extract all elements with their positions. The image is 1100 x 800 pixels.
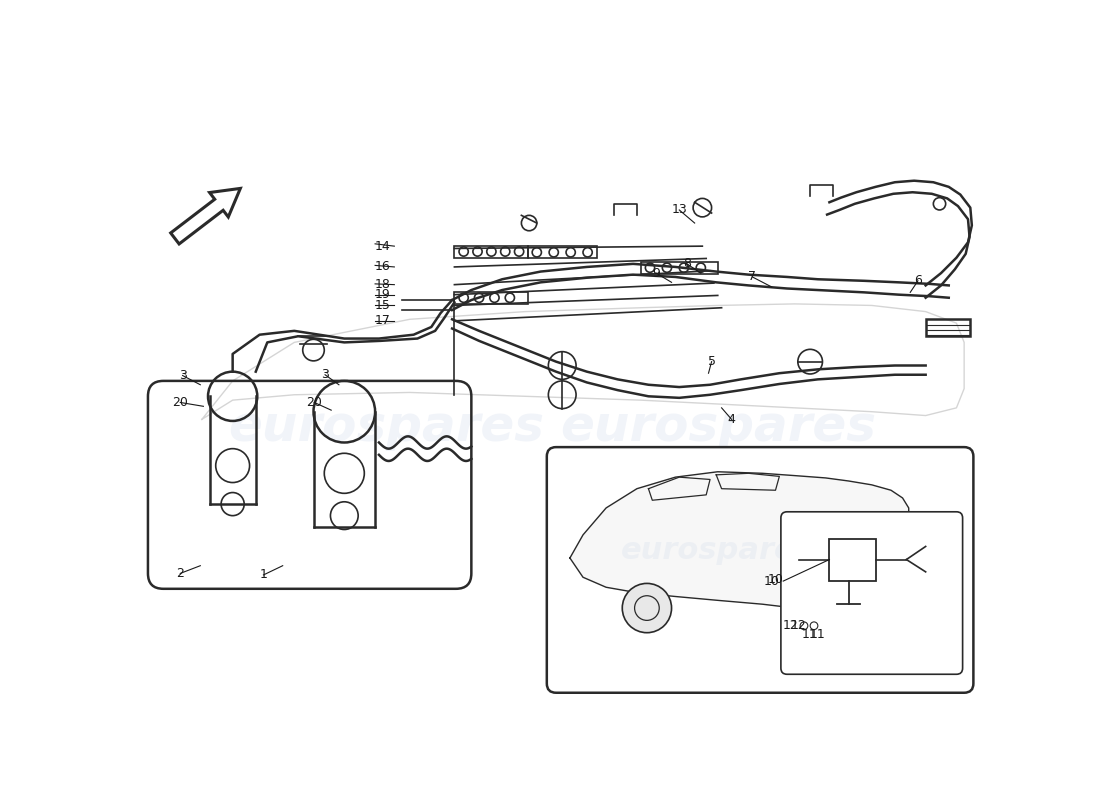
Text: 12: 12 [783,619,799,632]
Bar [829,538,876,581]
Polygon shape [570,472,909,614]
Text: eurospares: eurospares [595,554,840,592]
Text: 20: 20 [173,396,188,409]
Text: 5: 5 [707,355,716,368]
Bar [926,319,970,336]
Text: 9: 9 [652,266,660,280]
Text: 20: 20 [306,396,322,409]
FancyBboxPatch shape [547,447,974,693]
Bar [528,246,597,258]
Bar [454,246,528,258]
Circle shape [832,583,881,633]
Text: 14: 14 [375,240,390,253]
Circle shape [933,198,946,210]
Text: 16: 16 [375,261,390,274]
Text: eurospares: eurospares [621,536,814,565]
FancyBboxPatch shape [781,512,962,674]
Circle shape [623,583,671,633]
Text: 10: 10 [763,574,779,587]
Text: 12: 12 [791,619,806,632]
Text: 18: 18 [375,278,390,291]
Text: 4: 4 [728,413,736,426]
Text: 6: 6 [914,274,922,287]
Text: 15: 15 [375,299,390,312]
Text: 8: 8 [683,258,691,270]
Text: 2: 2 [176,567,184,580]
Text: 17: 17 [375,314,390,327]
Text: 10: 10 [768,573,783,586]
Text: 3: 3 [321,368,329,382]
Text: eurospares: eurospares [560,403,876,451]
Bar [640,262,717,274]
Text: 3: 3 [178,369,187,382]
Text: eurospares: eurospares [229,403,544,451]
Text: 11: 11 [810,629,825,642]
Text: 1: 1 [260,569,267,582]
Text: 11: 11 [802,629,818,642]
Text: 13: 13 [671,203,688,217]
Bar [454,292,528,304]
Text: 19: 19 [375,288,390,301]
Text: 7: 7 [748,270,757,283]
